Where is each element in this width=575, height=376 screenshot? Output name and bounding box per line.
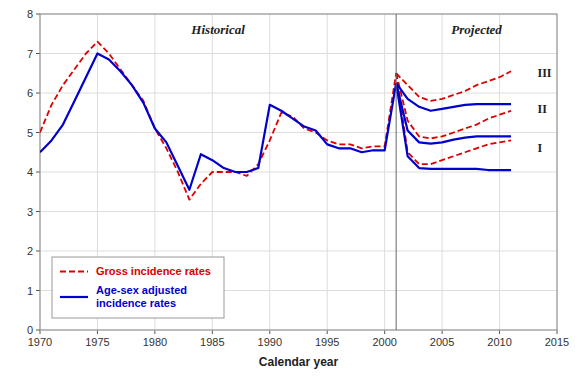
legend-swatch <box>60 271 88 273</box>
legend-label: Gross incidence rates <box>96 265 211 277</box>
y-tick <box>36 14 40 15</box>
series-label: III <box>537 66 551 80</box>
series-line <box>40 54 396 190</box>
legend-label: Age-sex adjustedincidence rates <box>96 284 187 309</box>
series-line <box>396 83 511 143</box>
section-label: Projected <box>451 22 502 37</box>
x-tick-label: 1985 <box>200 336 224 348</box>
x-tick-label: 2015 <box>545 336 569 348</box>
series-label: II <box>537 102 547 116</box>
y-tick <box>36 132 40 133</box>
chart: 1970197519801985199019952000200520102015… <box>0 0 575 376</box>
y-tick-label: 3 <box>27 206 33 218</box>
y-tick <box>36 93 40 94</box>
x-tick-label: 1980 <box>143 336 167 348</box>
series-line <box>396 73 511 164</box>
x-tick-label: 1970 <box>28 336 52 348</box>
y-tick-label: 2 <box>27 245 33 257</box>
separator-line <box>396 14 397 330</box>
x-tick <box>154 330 155 334</box>
axes: 1970197519801985199019952000200520102015… <box>27 8 569 348</box>
x-tick <box>97 330 98 334</box>
series-line <box>40 42 396 200</box>
plot-area <box>40 14 557 330</box>
legend-swatch <box>60 296 88 298</box>
y-tick-label: 5 <box>27 127 33 139</box>
y-tick <box>36 290 40 291</box>
grid-line-y <box>40 132 557 133</box>
series-label: I <box>537 141 542 155</box>
x-tick <box>557 330 558 334</box>
y-tick-label: 8 <box>27 8 33 20</box>
series-line <box>396 71 511 101</box>
y-tick-label: 0 <box>27 324 33 336</box>
y-tick <box>36 251 40 252</box>
x-tick <box>499 330 500 334</box>
x-tick <box>40 330 41 334</box>
grid-line-y <box>40 211 557 212</box>
grid-line-y <box>40 251 557 252</box>
legend-box <box>52 257 224 318</box>
y-tick <box>36 330 40 331</box>
x-axis-label: Calendar year <box>259 355 339 369</box>
series-line <box>396 73 511 138</box>
legend: Gross incidence rates Age-sex adjustedinc… <box>52 257 224 318</box>
legend-label-line: Gross incidence rates <box>96 265 211 277</box>
x-tick <box>327 330 328 334</box>
plot-frame <box>40 14 557 330</box>
annotations: HistoricalProjectedIIIIII <box>190 22 551 155</box>
x-tick <box>442 330 443 334</box>
series-group <box>40 14 511 330</box>
x-tick <box>384 330 385 334</box>
y-tick <box>36 172 40 173</box>
section-label: Historical <box>190 22 245 37</box>
y-tick-label: 6 <box>27 87 33 99</box>
x-tick-label: 1995 <box>315 336 339 348</box>
legend-label-line: incidence rates <box>96 297 176 309</box>
x-tick-label: 2000 <box>372 336 396 348</box>
series-line <box>396 83 511 111</box>
x-tick-label: 1990 <box>258 336 282 348</box>
x-tick-label: 2005 <box>430 336 454 348</box>
x-tick-label: 1975 <box>85 336 109 348</box>
y-tick-label: 1 <box>27 285 33 297</box>
y-tick-label: 4 <box>27 166 33 178</box>
grid-line-y <box>40 53 557 54</box>
x-tick-label: 2010 <box>487 336 511 348</box>
x-tick <box>269 330 270 334</box>
x-tick <box>212 330 213 334</box>
grid-line-y <box>40 172 557 173</box>
y-tick-label: 7 <box>27 48 33 60</box>
grid-line-y <box>40 93 557 94</box>
legend-label-line: Age-sex adjusted <box>96 284 187 296</box>
series-line <box>396 83 511 170</box>
y-tick <box>36 211 40 212</box>
y-tick <box>36 53 40 54</box>
